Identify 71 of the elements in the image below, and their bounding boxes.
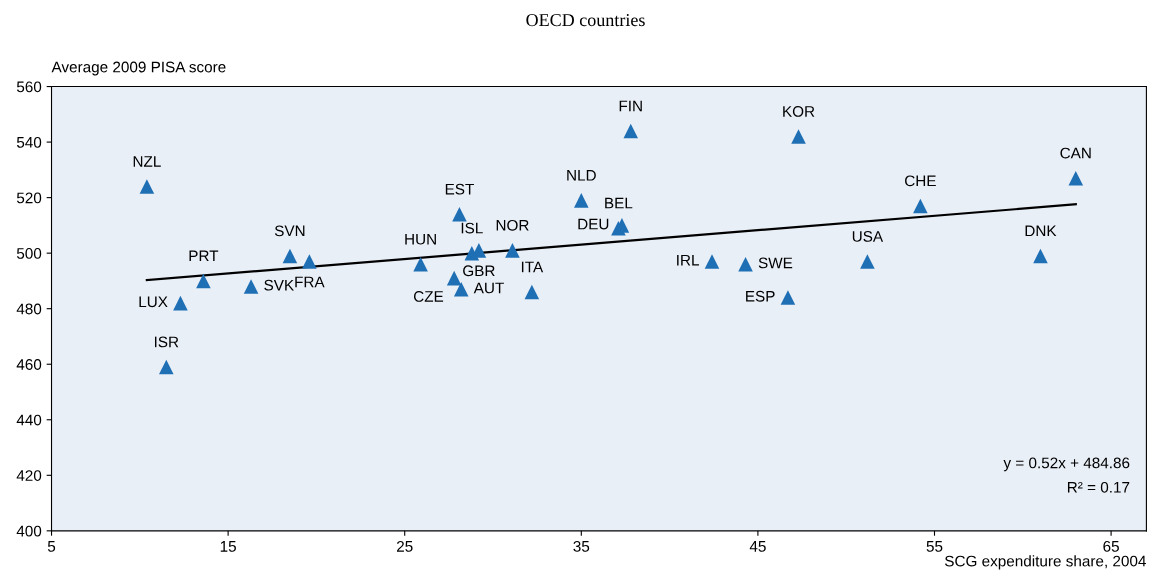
annotation: CHE (905, 175, 936, 187)
point (791, 129, 806, 144)
annotation: LUX (139, 296, 168, 308)
annotation: HUN (405, 233, 436, 245)
point (1068, 170, 1084, 186)
x-tick-label: 5 (47, 541, 56, 552)
point (913, 198, 928, 214)
annotation: DEU (578, 218, 609, 230)
annotation: ESP (746, 290, 775, 302)
point (159, 359, 174, 375)
annotation: CAN (1060, 147, 1091, 159)
point (413, 256, 428, 272)
point (173, 295, 188, 311)
annotation: BEL (605, 197, 633, 209)
annotation: USA (852, 230, 884, 242)
annotation: EST (445, 183, 474, 195)
point (780, 290, 796, 305)
annotation: GBR (463, 265, 495, 277)
y-tick-label: 560 (16, 81, 42, 93)
annotation: SVK (264, 279, 294, 291)
annotation: CZE (413, 291, 444, 302)
annotation: NOR (496, 219, 529, 231)
point (505, 243, 520, 258)
y-tick-label: 420 (16, 470, 42, 481)
x-tick-label: 45 (749, 541, 766, 552)
annotation: NLD (567, 170, 596, 181)
annotation: KOR (783, 106, 815, 117)
annotation: SVN (274, 225, 305, 237)
annotation: SWE (758, 257, 793, 269)
y-tick-label: 540 (16, 136, 42, 148)
x-tick-label: 15 (220, 541, 236, 552)
point (453, 281, 469, 297)
y-axis-title: Average 2009 PISA score (51, 61, 226, 76)
x-tick-label: 65 (1103, 540, 1119, 552)
point (452, 207, 467, 222)
point (196, 273, 211, 289)
point (623, 123, 639, 139)
point (524, 284, 540, 300)
x-axis-title: SCG expenditure share, 2004 (944, 555, 1146, 570)
annotation: PRT (189, 250, 219, 262)
point (446, 270, 462, 286)
point (860, 254, 875, 269)
point (282, 248, 298, 264)
y-tick-label: 520 (16, 192, 42, 204)
annotation: ITA (521, 261, 544, 273)
annotation: ISL (461, 222, 483, 234)
annotation: FIN (619, 100, 642, 112)
point (738, 256, 753, 272)
y-tick-label: 440 (16, 414, 42, 426)
chart-subtitle: OECD countries (526, 14, 645, 27)
point (243, 279, 259, 294)
point (574, 193, 589, 208)
annotation: FRA (295, 276, 325, 288)
annotation: R² = 0.17 (1067, 481, 1130, 493)
annotation: IRL (677, 254, 699, 266)
annotation: DNK (1025, 225, 1057, 237)
y-tick-label: 460 (16, 359, 42, 370)
annotation: ISR (154, 336, 179, 348)
y-tick-label: 480 (16, 303, 42, 315)
annotation: NZL (133, 156, 161, 167)
x-tick-label: 35 (573, 540, 590, 552)
y-tick-label: 400 (16, 525, 42, 537)
x-tick-label: 55 (926, 541, 943, 552)
point (1033, 248, 1048, 264)
x-tick-label: 25 (396, 540, 413, 552)
annotation: AUT (473, 282, 504, 294)
y-tick-label: 500 (16, 248, 42, 259)
point (704, 254, 720, 269)
point (302, 254, 317, 269)
annotation: y = 0.52x + 484.86 (1003, 457, 1130, 472)
point (139, 179, 155, 194)
